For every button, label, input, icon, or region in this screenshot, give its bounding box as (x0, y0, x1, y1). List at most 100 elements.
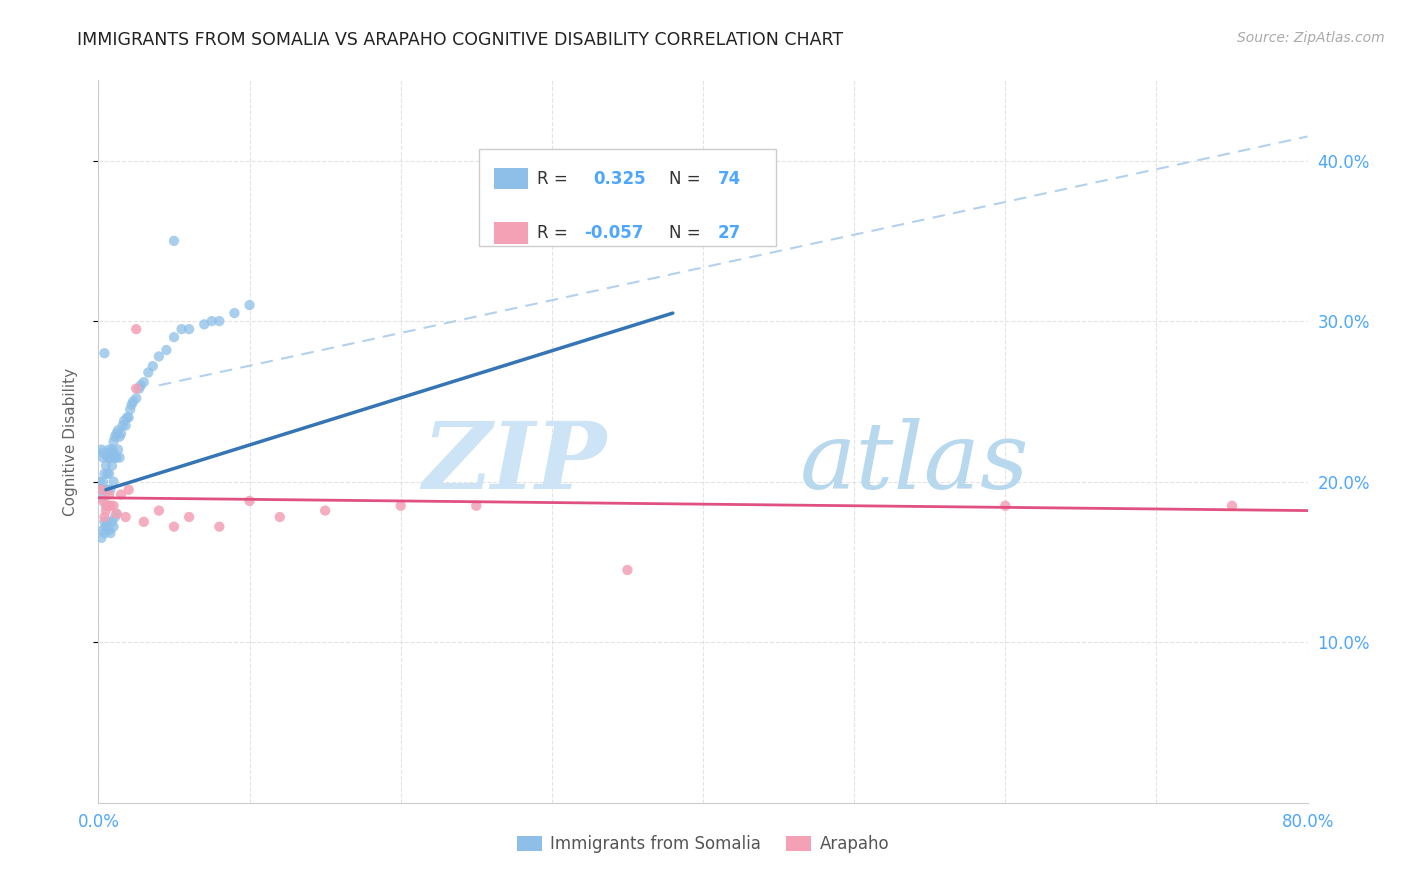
Point (128, 382, 150, 396)
Point (125, 322, 148, 336)
Point (269, 510, 291, 524)
Point (122, 394, 145, 409)
Point (314, 503, 336, 517)
Point (108, 450, 131, 465)
Point (112, 414, 135, 428)
Point (616, 563, 638, 577)
Point (170, 322, 193, 336)
Text: R =: R = (537, 224, 568, 242)
Text: atlas: atlas (800, 418, 1029, 508)
Point (111, 418, 134, 433)
Point (208, 314, 231, 328)
Point (96, 467, 118, 481)
Point (163, 330, 186, 344)
Point (101, 450, 124, 465)
Point (148, 350, 170, 364)
Point (118, 410, 141, 425)
Point (465, 499, 488, 513)
Point (994, 499, 1017, 513)
Point (239, 494, 262, 508)
Point (93, 510, 115, 524)
Point (101, 442, 124, 457)
Text: 27: 27 (717, 224, 741, 242)
Text: N =: N = (669, 169, 700, 187)
Point (132, 375, 155, 389)
Point (101, 458, 124, 473)
Point (103, 499, 125, 513)
Point (114, 418, 136, 433)
Point (96, 483, 118, 497)
Point (163, 519, 186, 533)
Text: 74: 74 (717, 169, 741, 187)
Point (125, 391, 148, 405)
Point (94, 503, 117, 517)
Point (110, 426, 132, 441)
Point (91, 450, 114, 465)
FancyBboxPatch shape (479, 149, 776, 246)
Text: R =: R = (537, 169, 568, 187)
Point (98, 467, 121, 481)
Point (208, 519, 231, 533)
Legend: Immigrants from Somalia, Arapaho: Immigrants from Somalia, Arapaho (510, 828, 896, 860)
Point (100, 483, 122, 497)
Point (148, 503, 170, 517)
Point (93, 346, 115, 360)
Point (94, 483, 117, 497)
Point (120, 402, 142, 417)
Point (118, 483, 141, 497)
Text: IMMIGRANTS FROM SOMALIA VS ARAPAHO COGNITIVE DISABILITY CORRELATION CHART: IMMIGRANTS FROM SOMALIA VS ARAPAHO COGNI… (77, 31, 844, 49)
Point (1220, 499, 1243, 513)
Point (155, 343, 177, 357)
Point (91, 491, 114, 505)
Point (98, 523, 121, 537)
Point (91, 475, 114, 489)
Point (90, 531, 112, 545)
Point (98, 442, 121, 457)
Text: ZIP: ZIP (422, 418, 606, 508)
Point (136, 366, 159, 380)
Text: 0.325: 0.325 (593, 169, 645, 187)
Point (90, 483, 112, 497)
Point (104, 430, 127, 444)
Point (100, 499, 122, 513)
Point (104, 450, 127, 465)
Point (100, 450, 122, 465)
Point (94, 519, 117, 533)
Text: -0.057: -0.057 (585, 224, 644, 242)
Point (103, 519, 125, 533)
Point (107, 442, 129, 457)
Point (105, 426, 128, 441)
Point (93, 467, 115, 481)
Point (105, 450, 128, 465)
Point (110, 487, 132, 501)
Point (98, 487, 121, 501)
Point (224, 306, 246, 320)
Point (104, 510, 127, 524)
Point (107, 423, 129, 437)
Point (163, 234, 186, 248)
Point (98, 450, 121, 465)
Text: N =: N = (669, 224, 700, 242)
Point (132, 515, 155, 529)
Point (114, 510, 136, 524)
Point (125, 382, 148, 396)
Point (201, 314, 224, 328)
Point (101, 515, 124, 529)
Point (103, 475, 125, 489)
Bar (494, 222, 527, 244)
Point (239, 298, 262, 312)
Point (91, 494, 114, 508)
Point (105, 507, 128, 521)
Point (91, 523, 114, 537)
Point (94, 499, 117, 513)
Point (94, 458, 117, 473)
Point (89, 475, 111, 489)
Point (90, 442, 112, 457)
Point (93, 515, 115, 529)
Point (179, 510, 201, 524)
Text: Source: ZipAtlas.com: Source: ZipAtlas.com (1237, 31, 1385, 45)
Point (389, 499, 412, 513)
Point (96, 515, 118, 529)
Point (121, 398, 143, 412)
Point (100, 526, 122, 541)
